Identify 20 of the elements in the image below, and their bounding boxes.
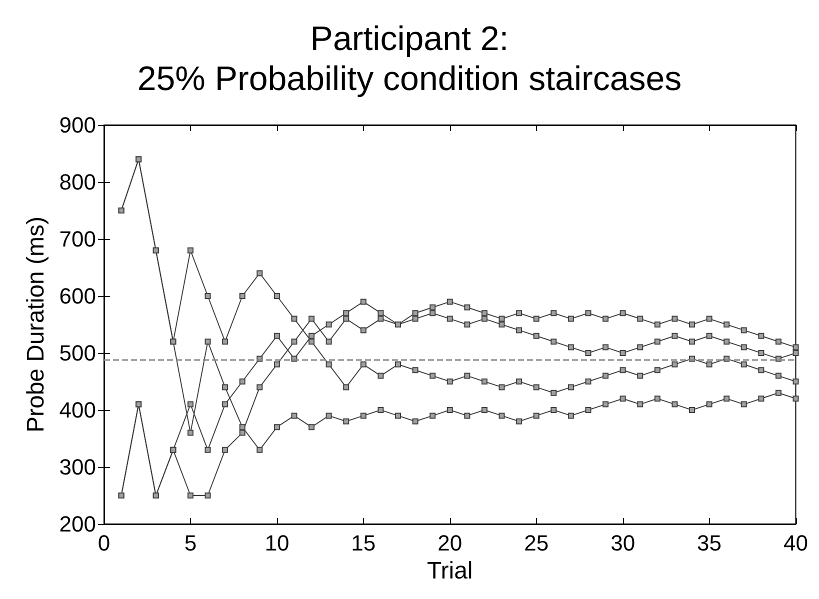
- x-tick-label: 5: [184, 530, 197, 556]
- y-tick-label: 900: [59, 112, 96, 138]
- y-tick-label: 300: [59, 454, 96, 480]
- y-tick-label: 700: [59, 226, 96, 252]
- y-tick-label: 500: [59, 340, 96, 366]
- x-tick-label: 40: [784, 530, 808, 556]
- y-tick-label: 800: [59, 170, 96, 194]
- x-tick-label: 35: [697, 530, 722, 556]
- x-tick-label: 25: [524, 530, 549, 556]
- x-tick-label: 10: [264, 530, 290, 556]
- y-tick-label: 600: [59, 284, 96, 308]
- x-tick-label: 20: [438, 530, 462, 556]
- chart-title: Participant 2: 25% Probability condition staircases: [137, 20, 682, 98]
- x-tick-label: 15: [351, 530, 376, 556]
- y-axis-title: Probe Duration (ms): [22, 216, 50, 433]
- y-tick-label: 400: [59, 398, 96, 422]
- y-tick-label: 200: [59, 512, 96, 536]
- x-tick-label: 0: [98, 530, 110, 556]
- x-axis-title: Trial: [426, 557, 473, 584]
- x-tick-label: 30: [610, 530, 636, 556]
